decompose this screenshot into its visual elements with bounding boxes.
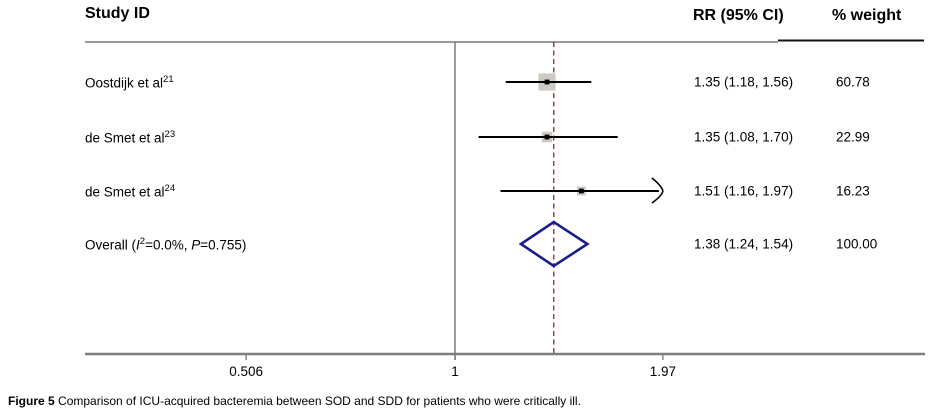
x-axis-tick-label: 1.97 (649, 364, 677, 379)
weight-value: 22.99 (836, 129, 870, 145)
overall-p-label: P (191, 237, 201, 253)
weight-column-header: % weight (832, 7, 902, 24)
point-estimate-dot (544, 79, 550, 85)
point-estimate-dot (578, 188, 584, 194)
study-reference-superscript: 24 (164, 182, 176, 194)
overall-label-suffix: =0.755) (200, 237, 247, 253)
overall-label: Overall (I2=0.0%, P=0.755) (85, 236, 246, 253)
point-estimate-dot (544, 134, 550, 140)
study-label: Oostdijk et al21 (85, 73, 174, 91)
study-reference-superscript: 23 (164, 128, 176, 140)
study-reference-superscript: 21 (163, 73, 174, 85)
figure-caption-number: Figure 5 (8, 394, 55, 408)
figure-caption-text: Comparison of ICU-acquired bacteremia be… (58, 394, 581, 408)
ci-clipped-arrowhead (651, 177, 664, 204)
overall-weight-value: 100.00 (836, 236, 878, 252)
rr-ci-value: 1.35 (1.18, 1.56) (694, 74, 794, 90)
x-axis-tick-label: 0.506 (229, 364, 264, 379)
overall-label-prefix: Overall ( (85, 237, 137, 253)
weight-value: 16.23 (836, 183, 870, 199)
study-label: de Smet et al23 (85, 128, 176, 146)
x-axis-tick-label: 1 (451, 364, 459, 379)
study-label: de Smet et al24 (85, 182, 176, 200)
rr-ci-column-header: RR (95% CI) (693, 7, 784, 24)
figure-caption: Figure 5 Comparison of ICU-acquired bact… (8, 394, 581, 408)
rr-ci-value: 1.35 (1.08, 1.70) (694, 129, 794, 145)
overall-i-squared: I (136, 237, 140, 253)
overall-diamond (518, 220, 590, 268)
study-id-column-header: Study ID (85, 5, 150, 22)
overall-label-mid: =0.0%, (145, 237, 192, 253)
overall-i-squared-sup: 2 (139, 235, 146, 247)
overall-rr-value: 1.38 (1.24, 1.54) (694, 236, 794, 252)
rr-ci-value: 1.51 (1.16, 1.97) (694, 183, 794, 199)
weight-value: 60.78 (836, 74, 870, 90)
